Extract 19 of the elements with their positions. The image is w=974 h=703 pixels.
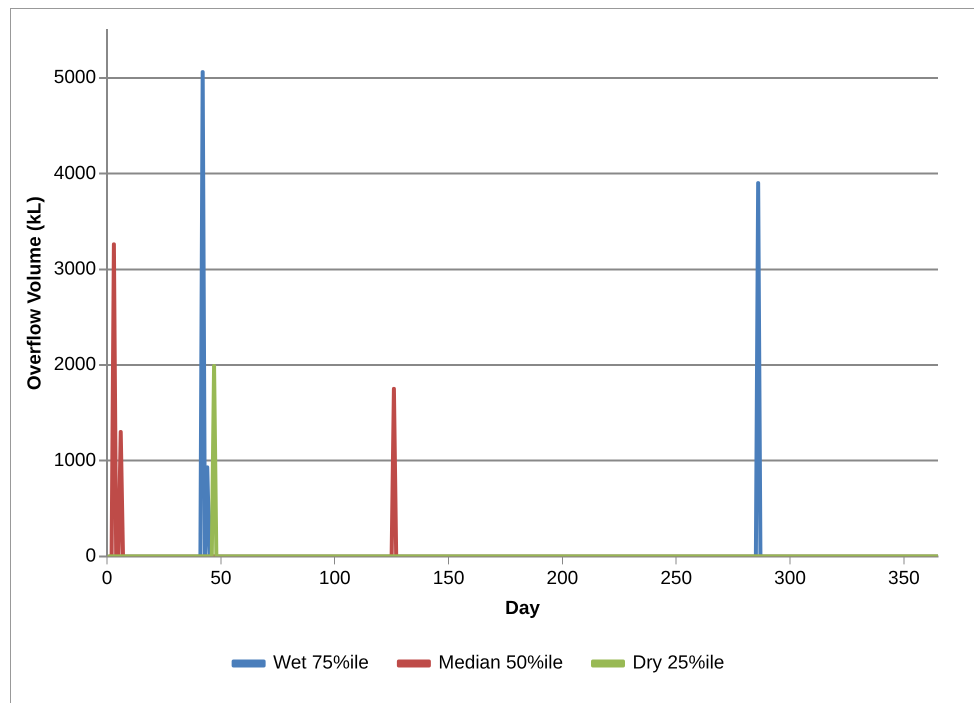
y-tick-label: 4000 — [54, 162, 96, 184]
x-tick-label: 0 — [102, 568, 112, 590]
legend-label: Dry 25%ile — [632, 652, 724, 674]
x-tick-label: 300 — [774, 568, 806, 590]
legend-label: Median 50%ile — [438, 652, 564, 674]
x-tick-label: 100 — [318, 568, 351, 590]
y-tick-label: 3000 — [54, 258, 96, 280]
x-axis-title: Day — [505, 598, 540, 619]
y-tick-label: 0 — [85, 546, 96, 567]
x-tick-label: 200 — [546, 568, 578, 590]
legend-label: Wet 75%ile — [273, 652, 369, 674]
y-axis-title: Overflow Volume (kL) — [24, 196, 46, 390]
y-tick-label: 2000 — [54, 354, 96, 376]
x-tick-label: 150 — [432, 568, 464, 590]
x-tick-label: 250 — [660, 568, 692, 590]
x-tick-label: 350 — [888, 568, 920, 590]
x-tick-label: 50 — [210, 568, 232, 590]
y-tick-label: 1000 — [54, 450, 96, 471]
y-tick-label: 5000 — [54, 67, 96, 88]
